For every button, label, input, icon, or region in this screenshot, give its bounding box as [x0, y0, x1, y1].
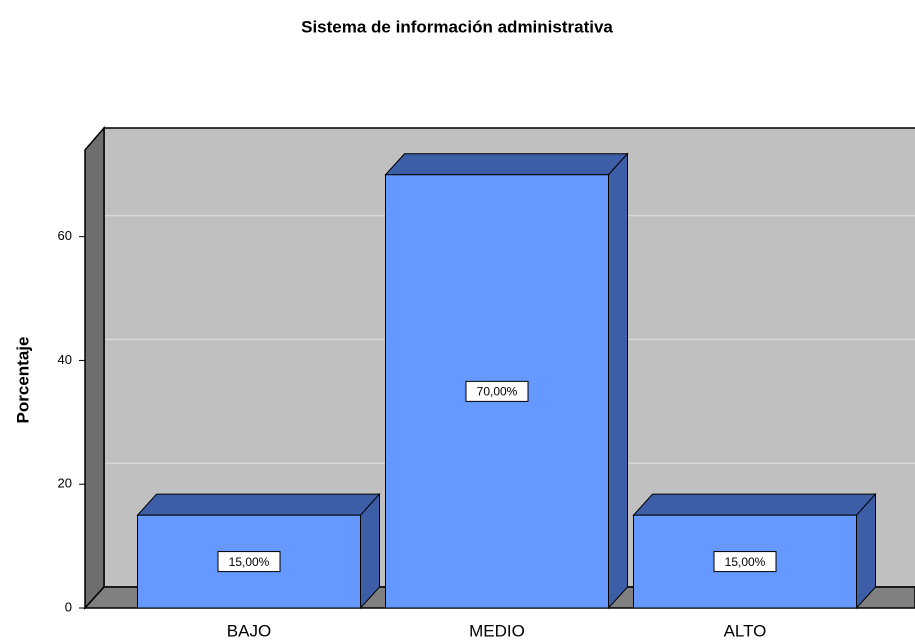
y-tick-label: 20 — [58, 476, 72, 491]
value-label-box — [713, 551, 777, 573]
bar-side — [608, 152, 628, 610]
bar-top — [384, 153, 629, 176]
value-label-box — [465, 380, 529, 402]
value-label: 15,00% — [725, 555, 766, 569]
x-tick-label: BAJO — [227, 621, 271, 640]
bar-top — [632, 493, 877, 516]
y-tick-label: 40 — [58, 352, 72, 367]
left-wall — [84, 125, 105, 610]
y-tick-label: 60 — [58, 228, 72, 243]
x-tick-label: ALTO — [724, 621, 767, 640]
value-label: 70,00% — [477, 385, 518, 399]
y-tick-label: 0 — [65, 599, 72, 614]
bar — [384, 152, 629, 610]
y-axis-label: Porcentaje — [13, 337, 32, 424]
value-label-box — [217, 551, 281, 573]
bar-top — [136, 493, 381, 516]
x-tick-label: MEDIO — [469, 621, 525, 640]
chart-title: Sistema de información administrativa — [301, 17, 613, 36]
value-label: 15,00% — [229, 555, 270, 569]
